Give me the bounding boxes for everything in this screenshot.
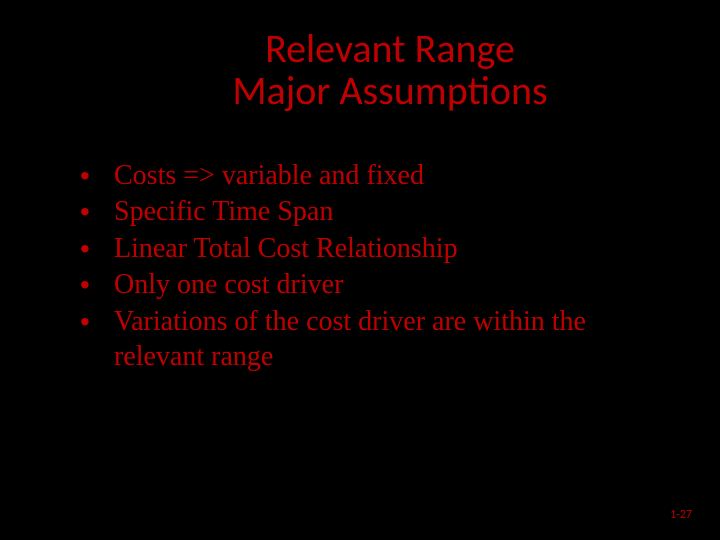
bullet-text: Variations of the cost driver are within… [114,304,670,376]
title-line-2: Major Assumptions [110,70,670,112]
bullet-text: Specific Time Span [114,194,333,230]
bullet-text: Only one cost driver [114,267,343,303]
bullet-text: Costs => variable and fixed [114,158,424,194]
bullet-icon: • [80,194,114,230]
bullet-icon: • [80,304,114,340]
bullet-text: Linear Total Cost Relationship [114,231,458,267]
bullet-icon: • [80,158,114,194]
bullet-list: • Costs => variable and fixed • Specific… [50,158,670,375]
page-number: 1-27 [670,508,692,522]
list-item: • Variations of the cost driver are with… [80,304,670,376]
slide-title: Relevant Range Major Assumptions [110,28,670,112]
list-item: • Linear Total Cost Relationship [80,231,670,267]
bullet-icon: • [80,231,114,267]
bullet-icon: • [80,267,114,303]
title-line-1: Relevant Range [110,28,670,70]
list-item: • Specific Time Span [80,194,670,230]
list-item: • Costs => variable and fixed [80,158,670,194]
list-item: • Only one cost driver [80,267,670,303]
slide: Relevant Range Major Assumptions • Costs… [0,0,720,540]
